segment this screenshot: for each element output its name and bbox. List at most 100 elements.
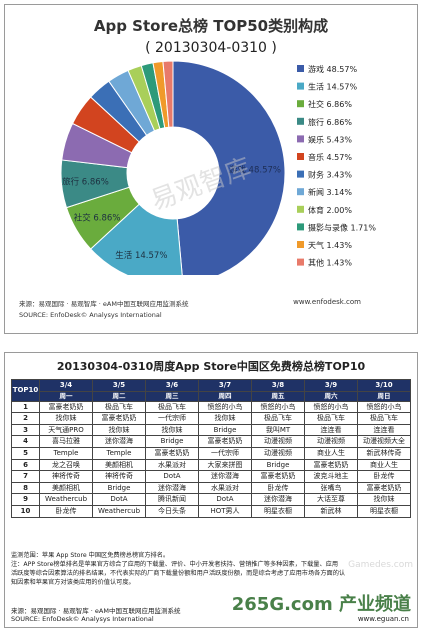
date-header: 3/6 (145, 379, 199, 392)
legend-swatch-8 (297, 205, 304, 213)
app-cell: Weathercub (92, 504, 146, 518)
rank-cell: 2 (11, 412, 40, 425)
app-cell: 大家来拼图 (198, 458, 252, 472)
legend-label-3: 旅行 6.86% (308, 117, 352, 127)
date-header: 3/8 (251, 379, 305, 392)
app-cell: 富豪老奶奶 (251, 470, 305, 483)
app-cell: 找你妹 (39, 412, 93, 425)
legend-label-4: 娱乐 5.43% (308, 134, 352, 144)
app-cell: Bridge (251, 458, 305, 472)
app-cell: 找你妹 (198, 412, 252, 425)
app-cell: 迷你潜海 (198, 470, 252, 483)
app-cell: 动漫视频大全 (357, 435, 411, 448)
app-cell: 腾讯新闻 (145, 493, 199, 506)
app-cell: Weathercub (39, 493, 93, 506)
app-cell: 张嘴鸟 (304, 481, 358, 495)
legend-swatch-7 (297, 188, 304, 196)
slice-label-0: 游戏 48.57% (229, 164, 281, 175)
day-header: 周日 (357, 390, 411, 402)
pie-slice-11 (162, 60, 174, 128)
source-url[interactable]: www.enfodesk.com (293, 298, 361, 306)
table-row: 9 Weathercub DotA 腾讯新闻 DotA 迷你潜海 大话至尊 找你妹 (11, 493, 411, 506)
legend-swatch-4 (297, 135, 304, 143)
legend-label-6: 财务 3.43% (308, 170, 352, 180)
app-cell: 愤怒的小鸟 (357, 400, 411, 414)
rank-cell: 4 (11, 435, 40, 448)
legend-label-5: 音乐 4.57% (308, 152, 352, 162)
donut-chart: 游戏 48.57% 生活 14.57% 社交 6.86% 旅行 6.86% 游戏 48… (60, 60, 376, 275)
app-cell: 动漫视频 (251, 435, 305, 448)
table-source-line-1: 来源：易观国际 · 易观智库 · eAM中国互联网应用监测系统 (11, 607, 181, 615)
note-line: 知因素和苹果官方对该类应用的价值认可度。 (11, 579, 135, 586)
table-row: 1 富豪老奶奶 极品飞车 极品飞车 愤怒的小鸟 愤怒的小鸟 愤怒的小鸟 愤怒的小鸟 (11, 400, 411, 414)
day-header: 周一 (39, 390, 93, 402)
note-line: 注：APP Store榜单排名是苹果官方综合了应用的下载量、评价、中小开发者扶持… (11, 561, 339, 568)
app-cell: 迷你潜海 (145, 481, 199, 495)
legend-swatch-2 (297, 100, 304, 108)
app-cell: 找你妹 (92, 423, 146, 437)
pie-slice-0 (172, 60, 286, 275)
legend-label-10: 天气 1.43% (308, 240, 352, 250)
legend-label-7: 新闻 3.14% (308, 187, 352, 197)
source-line-1: 来源：易观国际 · 易观智库 · eAM中国互联网应用监测系统 (19, 300, 189, 308)
legend-label-8: 体育 2.00% (308, 205, 352, 215)
app-cell: Temple (92, 446, 146, 460)
app-cell: 富豪老奶奶 (198, 435, 252, 448)
app-cell: 富豪老奶奶 (304, 458, 358, 472)
table-source-url[interactable]: www.eguan.cn (357, 615, 409, 623)
app-cell: 迷你潜海 (92, 435, 146, 448)
app-cell: 我叫MT (251, 423, 305, 437)
app-cell: 卧龙传 (39, 504, 93, 518)
app-cell: 新武林 (304, 504, 358, 518)
app-cell: 极品飞车 (145, 400, 199, 414)
rank-cell: 7 (11, 470, 40, 483)
app-cell: 神将传奇 (39, 470, 93, 483)
rank-cell: 10 (11, 504, 40, 518)
table-row: 6 龙之召唤 美颜相机 水果派对 大家来拼图 Bridge 富豪老奶奶 商业人生 (11, 458, 411, 472)
app-cell: Bridge (92, 481, 146, 495)
rank-cell: 1 (11, 400, 40, 414)
app-cell: 卧龙传 (251, 481, 305, 495)
ranking-table: TOP10 3/4 3/5 3/6 3/7 3/8 3/9 3/10 周一 周二… (11, 379, 411, 518)
app-cell: 连连看 (357, 423, 411, 437)
app-cell: 找你妹 (145, 423, 199, 437)
slice-label-2: 社交 6.86% (74, 212, 121, 223)
app-cell: 极品飞车 (251, 412, 305, 425)
chart-subtitle: ( 20130304-0310 ) (145, 40, 277, 56)
day-header: 周二 (92, 390, 146, 402)
table-source: 来源：易观国际 · 易观智库 · eAM中国互联网应用监测系统 SOURCE: … (11, 605, 180, 623)
legend-label-9: 摄影与录像 1.71% (308, 222, 376, 232)
legend-label-0: 游戏 48.57% (308, 64, 357, 74)
app-cell: 找你妹 (357, 493, 411, 506)
legend-swatch-0 (297, 65, 304, 72)
note-line: 活跃度等综合因素算法的排名结果，不代表实际的厂商下载量份额和用户活跃度份额，而是… (11, 570, 346, 577)
table-row: 3 天气通PRO 找你妹 找你妹 Bridge 我叫MT 连连看 连连看 (11, 423, 411, 437)
app-cell: 明星衣橱 (357, 504, 411, 518)
app-cell: 极品飞车 (357, 412, 411, 425)
app-cell: 极品飞车 (304, 412, 358, 425)
table-row: 10 卧龙传 Weathercub 今日头条 HOT男人 明星衣橱 新武林 明星衣橱 (11, 504, 411, 518)
table-corner-header: TOP10 (11, 379, 40, 402)
date-header: 3/5 (92, 379, 146, 392)
app-cell: 动漫视频 (251, 446, 305, 460)
app-cell: 迷你潜海 (251, 493, 305, 506)
app-cell: 明星衣橱 (251, 504, 305, 518)
table-row: 7 神将传奇 神将传奇 DotA 迷你潜海 富豪老奶奶 波克斗地主 卧龙传 (11, 470, 411, 483)
app-cell: 富豪老奶奶 (92, 412, 146, 425)
chart-title: App Store总榜 TOP50类别构成 (93, 17, 329, 35)
app-cell: 愤怒的小鸟 (251, 400, 305, 414)
app-cell: 商业人生 (304, 446, 358, 460)
day-header: 周五 (251, 390, 305, 402)
app-cell: 动漫视频 (304, 435, 358, 448)
app-cell: 一代宗师 (145, 412, 199, 425)
day-header: 周六 (304, 390, 358, 402)
notes-block: 监测范围：苹果 App Store 中国区免费榜总榜官方排名。 注：APP St… (11, 551, 411, 587)
app-cell: Bridge (198, 423, 252, 437)
table-panel: 20130304-0310周度App Store中国区免费榜总榜TOP10 TO… (4, 352, 418, 628)
table-row: 5 Temple Temple 富豪老奶奶 一代宗师 动漫视频 商业人生 新武林传奇 (11, 446, 411, 460)
app-cell: DotA (198, 493, 252, 506)
rank-cell: 5 (11, 446, 40, 460)
table-body: 1 富豪老奶奶 极品飞车 极品飞车 愤怒的小鸟 愤怒的小鸟 愤怒的小鸟 愤怒的小鸟 2 找你妹 富豪… (11, 400, 411, 518)
app-cell: 极品飞车 (92, 400, 146, 414)
rank-cell: 3 (11, 423, 40, 437)
